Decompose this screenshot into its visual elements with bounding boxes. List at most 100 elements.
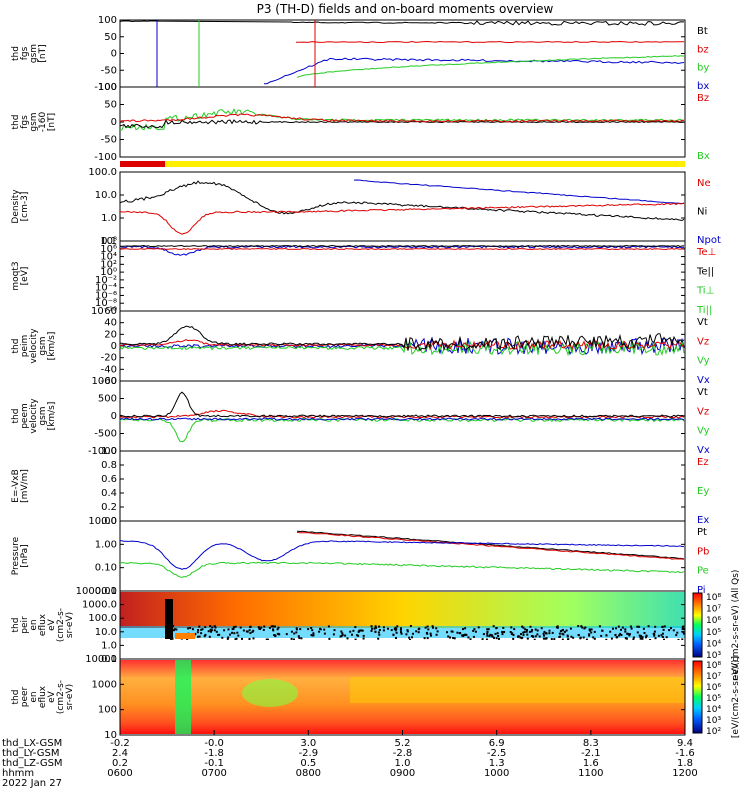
ion-spectrogram-speckle: [395, 631, 398, 634]
ion-spectrogram-speckle: [662, 628, 665, 631]
colorbar-tick-label: 10⁷: [706, 605, 721, 615]
ion-spectrogram-speckle: [481, 638, 484, 641]
ion-spectrogram-speckle: [498, 637, 500, 640]
ion-spectrogram-gap: [165, 599, 173, 639]
ion-spectrogram-speckle: [624, 628, 627, 631]
ion-spectrogram-speckle: [639, 637, 642, 640]
ion-spectrogram-speckle: [409, 625, 412, 627]
ion-spectrogram-speckle: [630, 627, 633, 630]
y-axis-label: moqt3: [11, 261, 21, 290]
ion-spectrogram-speckle: [526, 629, 528, 631]
ion-spectrogram-speckle: [489, 633, 492, 636]
ion-spectrogram-speckle: [626, 632, 629, 635]
ion-spectrogram-speckle: [682, 625, 685, 628]
x-row-value: 1000: [484, 768, 509, 779]
y-tick-label: -1000: [88, 446, 117, 457]
ion-spectrogram-speckle: [328, 637, 331, 640]
ion-spectrogram-speckle: [495, 637, 498, 640]
ion-spectrogram-speckle: [412, 632, 414, 635]
y-tick-label: 1.00: [95, 539, 117, 550]
legend-pb: Pb: [697, 546, 709, 557]
y-axis-label: [cm-3]: [20, 192, 30, 222]
ion-spectrogram-speckle: [175, 628, 178, 631]
ion-spectrogram-speckle: [374, 625, 377, 628]
ion-spectrogram-speckle: [641, 637, 644, 640]
trace-ne: [119, 202, 685, 235]
ion-spectrogram-speckle: [293, 632, 296, 635]
x-row-value: -0.0: [204, 738, 224, 749]
y-tick-label: 10.0: [95, 190, 117, 201]
trace-peem-vx: [119, 417, 685, 421]
ion-spectrogram-speckle: [588, 634, 591, 637]
y-axis-label: eflux: [38, 685, 48, 708]
ion-spectrogram-speckle: [473, 628, 476, 631]
ion-spectrogram-speckle: [472, 629, 475, 632]
ion-spectrogram-speckle: [561, 632, 564, 635]
ion-spectrogram-speckle: [295, 631, 298, 634]
ion-spectrogram-speckle: [352, 629, 355, 632]
ion-spectrogram-speckle: [215, 630, 218, 633]
ion-spectrogram-speckle: [430, 634, 432, 637]
ion-spectrogram-speckle: [426, 637, 429, 640]
y-axis-label: (cm2-s-: [56, 608, 66, 642]
ion-spectrogram-speckle: [423, 637, 426, 640]
ion-spectrogram-speckle: [538, 635, 541, 638]
x-row-value: -2.1: [581, 748, 601, 759]
ion-spectrogram-speckle: [400, 632, 403, 635]
colorbar-tick-label: 10⁸: [706, 593, 721, 603]
ion-spectrogram-speckle: [415, 630, 418, 633]
y-tick-label: -500: [94, 429, 117, 440]
ion-spectrogram-speckle: [577, 625, 580, 628]
colorbar-tick-label: 10⁴: [706, 705, 721, 715]
ion-spectrogram-speckle: [197, 629, 200, 631]
ion-spectrogram-speckle: [395, 637, 397, 639]
ion-spectrogram-speckle: [520, 633, 522, 636]
y-axis-label: velocity: [29, 328, 39, 364]
ion-spectrogram-speckle: [653, 634, 656, 637]
ion-spectrogram-speckle: [534, 628, 537, 631]
ion-spectrogram-speckle: [676, 631, 679, 634]
ion-spectrogram-speckle: [213, 625, 216, 628]
ion-spectrogram-speckle: [236, 631, 239, 634]
trace-te-par: [119, 244, 685, 248]
y-tick-label: 0: [111, 341, 117, 352]
y-axis-label: fgs: [20, 46, 30, 60]
trace-pi: [119, 540, 685, 570]
y-tick-label: -100: [94, 152, 117, 163]
ion-spectrogram-speckle: [501, 631, 504, 633]
y-tick-label: 10⁻⁶: [95, 290, 117, 301]
ion-spectrogram-speckle: [477, 626, 480, 629]
trace-peim-vt: [120, 325, 685, 352]
ion-spectrogram-speckle: [536, 629, 539, 632]
ion-spectrogram-speckle: [612, 627, 614, 630]
ion-spectrogram-speckle: [569, 627, 572, 630]
ion-spectrogram-speckle: [509, 631, 512, 633]
ion-spectrogram-speckle: [670, 627, 672, 630]
y-tick-label: -100: [94, 82, 117, 93]
ion-spectrogram-speckle: [561, 638, 564, 641]
ion-spectrogram-speckle: [378, 629, 381, 631]
panel-peer: 10000 1000 100 10 thd peer en eflux eV (cm2-s-sr-…: [11, 654, 741, 741]
ion-spectrogram-speckle: [209, 625, 212, 627]
ion-spectrogram-speckle: [544, 637, 547, 640]
legend-bx: Bx: [697, 151, 710, 162]
ion-spectrogram-speckle: [628, 633, 631, 636]
y-axis-label: [km/s]: [47, 332, 57, 361]
electron-spectrogram-blob: [242, 679, 298, 707]
ion-spectrogram-speckle: [462, 628, 464, 631]
ion-spectrogram-speckle: [426, 625, 429, 628]
ion-spectrogram-speckle: [563, 630, 566, 633]
ion-spectrogram-speckle: [548, 629, 551, 632]
y-tick-label: 0: [111, 411, 117, 422]
trace-bz-160: [119, 113, 685, 123]
ion-spectrogram-speckle: [540, 627, 543, 630]
y-axis-label: -160: [38, 112, 48, 133]
ion-spectrogram-speckle: [683, 628, 685, 631]
ion-spectrogram-speckle: [638, 634, 641, 637]
ion-spectrogram-speckle: [641, 636, 644, 639]
ion-spectrogram-speckle: [191, 628, 194, 631]
ion-spectrogram-speckle: [187, 627, 190, 630]
ion-spectrogram-speckle: [203, 635, 206, 638]
y-axis-label: Density: [11, 189, 21, 224]
ion-spectrogram-speckle: [362, 634, 365, 637]
